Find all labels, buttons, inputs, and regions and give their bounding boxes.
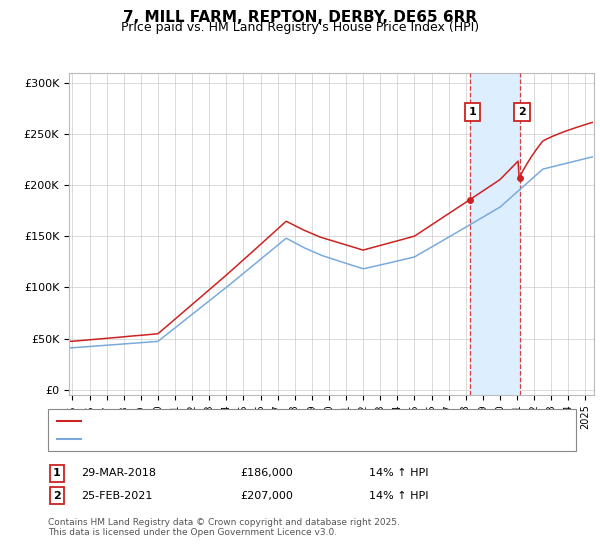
Text: 14% ↑ HPI: 14% ↑ HPI [369, 491, 428, 501]
Text: 1: 1 [469, 106, 476, 116]
Text: HPI: Average price, semi-detached house, South Derbyshire: HPI: Average price, semi-detached house,… [87, 434, 400, 444]
Text: £186,000: £186,000 [240, 468, 293, 478]
Text: £207,000: £207,000 [240, 491, 293, 501]
Text: Price paid vs. HM Land Registry's House Price Index (HPI): Price paid vs. HM Land Registry's House … [121, 21, 479, 34]
Text: 2: 2 [53, 491, 61, 501]
Text: 7, MILL FARM, REPTON, DERBY, DE65 6RR: 7, MILL FARM, REPTON, DERBY, DE65 6RR [123, 10, 477, 25]
Text: 1: 1 [53, 468, 61, 478]
Text: 29-MAR-2018: 29-MAR-2018 [81, 468, 156, 478]
Text: 2: 2 [518, 106, 526, 116]
Text: 25-FEB-2021: 25-FEB-2021 [81, 491, 152, 501]
Text: 14% ↑ HPI: 14% ↑ HPI [369, 468, 428, 478]
Text: Contains HM Land Registry data © Crown copyright and database right 2025.
This d: Contains HM Land Registry data © Crown c… [48, 518, 400, 538]
Bar [470, 73, 520, 395]
Text: 7, MILL FARM, REPTON, DERBY, DE65 6RR (semi-detached house): 7, MILL FARM, REPTON, DERBY, DE65 6RR (s… [87, 416, 427, 426]
